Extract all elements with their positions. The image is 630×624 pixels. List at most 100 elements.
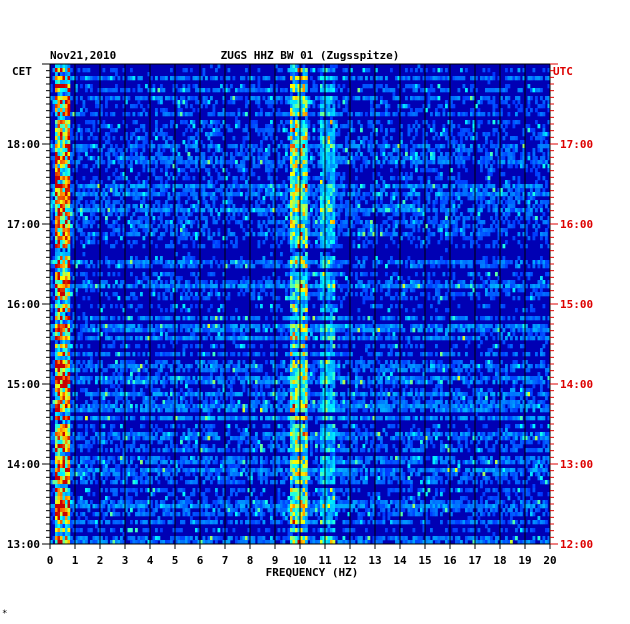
spectrogram-cell bbox=[85, 192, 88, 197]
spectrogram-cell bbox=[307, 132, 311, 137]
spectrogram-cell bbox=[215, 220, 218, 225]
spectrogram-cell bbox=[507, 160, 511, 165]
spectrogram-cell bbox=[385, 100, 388, 105]
spectrogram-cell bbox=[155, 208, 158, 213]
spectrogram-cell bbox=[337, 144, 341, 149]
spectrogram-cell bbox=[330, 256, 333, 261]
spectrogram-cell bbox=[417, 228, 421, 233]
spectrogram-cell bbox=[65, 148, 68, 153]
spectrogram-cell bbox=[477, 244, 481, 249]
spectrogram-cell bbox=[452, 260, 456, 265]
spectrogram-cell bbox=[435, 212, 438, 217]
spectrogram-cell bbox=[95, 104, 98, 109]
spectrogram-cell bbox=[55, 64, 58, 69]
spectrogram-cell bbox=[210, 124, 213, 129]
spectrogram-cell bbox=[450, 120, 453, 125]
spectrogram-cell bbox=[437, 84, 441, 89]
spectrogram-cell bbox=[525, 124, 528, 129]
spectrogram-cell bbox=[242, 208, 246, 213]
spectrogram-cell bbox=[212, 232, 216, 237]
spectrogram-cell bbox=[247, 260, 251, 265]
spectrogram-cell bbox=[315, 244, 318, 249]
spectrogram-cell bbox=[345, 136, 348, 141]
spectrogram-cell bbox=[202, 160, 206, 165]
spectrogram-cell bbox=[237, 208, 241, 213]
spectrogram-cell bbox=[300, 96, 303, 101]
spectrogram-cell bbox=[505, 232, 508, 237]
spectrogram-cell bbox=[55, 204, 58, 209]
spectrogram-cell bbox=[145, 276, 148, 281]
spectrogram-cell bbox=[267, 172, 271, 177]
spectrogram-cell bbox=[282, 232, 286, 237]
spectrogram-cell bbox=[422, 160, 426, 165]
spectrogram-cell bbox=[195, 264, 198, 269]
spectrogram-cell bbox=[505, 84, 508, 89]
spectrogram-cell bbox=[230, 84, 233, 89]
spectrogram-cell bbox=[415, 144, 418, 149]
spectrogram-cell bbox=[487, 100, 491, 105]
spectrogram-cell bbox=[305, 228, 308, 233]
spectrogram-cell bbox=[182, 232, 186, 237]
spectrogram-cell bbox=[387, 160, 391, 165]
spectrogram-cell bbox=[332, 124, 336, 129]
spectrogram-cell bbox=[320, 112, 323, 117]
spectrogram-cell bbox=[300, 188, 303, 193]
spectrogram-cell bbox=[547, 104, 551, 109]
spectrogram-cell bbox=[502, 172, 506, 177]
spectrogram-cell bbox=[60, 80, 63, 85]
spectrogram-cell bbox=[427, 276, 431, 281]
spectrogram-cell bbox=[302, 72, 306, 77]
spectrogram-cell bbox=[335, 164, 338, 169]
spectrogram-cell bbox=[332, 272, 336, 277]
spectrogram-cell bbox=[402, 212, 406, 217]
spectrogram-cell bbox=[242, 136, 246, 141]
spectrogram-cell bbox=[115, 152, 118, 157]
spectrogram-cell bbox=[297, 188, 301, 193]
spectrogram-cell bbox=[242, 176, 246, 181]
spectrogram-cell bbox=[465, 236, 468, 241]
spectrogram-cell bbox=[227, 184, 231, 189]
spectrogram-cell bbox=[282, 156, 286, 161]
spectrogram-cell bbox=[130, 272, 133, 277]
spectrogram-cell bbox=[347, 212, 351, 217]
spectrogram-cell bbox=[332, 112, 336, 117]
spectrogram-cell bbox=[417, 124, 421, 129]
spectrogram-cell bbox=[370, 220, 373, 225]
spectrogram-cell bbox=[57, 172, 61, 177]
spectrogram-cell bbox=[440, 176, 443, 181]
spectrogram-cell bbox=[57, 112, 61, 117]
spectrogram-cell bbox=[270, 176, 273, 181]
spectrogram-cell bbox=[310, 244, 313, 249]
spectrogram-cell bbox=[327, 176, 331, 181]
spectrogram-cell bbox=[227, 100, 231, 105]
spectrogram-cell bbox=[317, 264, 321, 269]
spectrogram-cell bbox=[232, 136, 236, 141]
spectrogram-cell bbox=[127, 144, 131, 149]
spectrogram-cell bbox=[105, 232, 108, 237]
spectrogram-cell bbox=[250, 264, 253, 269]
spectrogram-cell bbox=[405, 204, 408, 209]
spectrogram-cell bbox=[212, 256, 216, 261]
spectrogram-cell bbox=[350, 208, 353, 213]
spectrogram-cell bbox=[357, 96, 361, 101]
spectrogram-cell bbox=[100, 124, 103, 129]
spectrogram-cell bbox=[472, 136, 476, 141]
spectrogram-cell bbox=[325, 164, 328, 169]
spectrogram-cell bbox=[322, 168, 326, 173]
spectrogram-cell bbox=[160, 232, 163, 237]
spectrogram-cell bbox=[357, 112, 361, 117]
spectrogram-cell bbox=[60, 64, 63, 69]
spectrogram-cell bbox=[115, 104, 118, 109]
spectrogram-cell bbox=[52, 148, 56, 153]
spectrogram-cell bbox=[377, 172, 381, 177]
spectrogram-cell bbox=[490, 192, 493, 197]
spectrogram-cell bbox=[282, 200, 286, 205]
utc-axis-label: UTC bbox=[553, 65, 573, 78]
spectrogram-cell bbox=[492, 228, 496, 233]
spectrogram-cell bbox=[165, 208, 168, 213]
spectrogram-cell bbox=[280, 88, 283, 93]
spectrogram-cell bbox=[160, 272, 163, 277]
spectrogram-cell bbox=[192, 264, 196, 269]
spectrogram-cell bbox=[207, 236, 211, 241]
spectrogram-cell bbox=[525, 216, 528, 221]
